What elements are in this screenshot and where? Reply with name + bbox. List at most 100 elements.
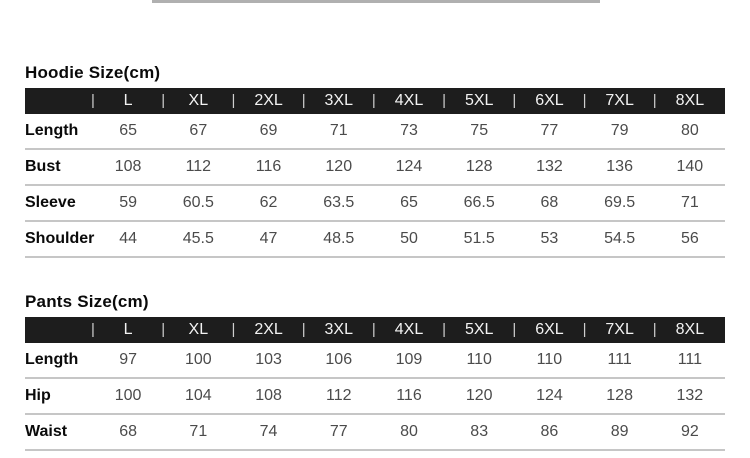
value-cell: 124 <box>395 158 423 175</box>
column-separator: | <box>161 92 166 110</box>
column-separator: | <box>582 92 587 110</box>
size-label: 8XL <box>675 321 705 338</box>
size-label: 5XL <box>464 321 494 338</box>
value-cell: 63.5 <box>323 194 355 211</box>
value-cell: 62 <box>259 194 278 211</box>
value-cell: 109 <box>395 351 423 368</box>
value-cell: 83 <box>470 423 489 440</box>
column-separator: | <box>582 321 587 339</box>
row-label: Waist <box>25 423 68 440</box>
value-cell: 56 <box>680 230 699 247</box>
value-cell: 116 <box>396 387 422 404</box>
value-cell: 132 <box>536 158 563 175</box>
size-header-cell: | 5XL <box>442 321 514 339</box>
size-chart-content: Hoodie Size(cm) | L | XL | 2XL | 3XL | 4XL | 5XL | 6X… <box>25 0 725 451</box>
top-divider <box>152 0 600 3</box>
value-cell: 77 <box>329 423 348 440</box>
value-cell: 69 <box>259 122 278 139</box>
table-row: Shoulder 44 45.5 47 48.5 50 51.5 53 54.5 56 <box>25 222 725 258</box>
size-header-cell: | 8XL <box>652 92 725 110</box>
value-cell: 67 <box>189 122 208 139</box>
table-row: Waist 68 71 74 77 80 83 86 89 92 <box>25 415 725 451</box>
hoodie-size-table: Hoodie Size(cm) | L | XL | 2XL | 3XL | 4XL | 5XL | 6X… <box>25 62 725 258</box>
table-row: Bust 108 112 116 120 124 128 132 136 140 <box>25 150 725 186</box>
hoodie-table-title: Hoodie Size(cm) <box>25 63 161 82</box>
value-cell: 65 <box>400 194 418 211</box>
value-cell: 111 <box>607 351 632 368</box>
size-label: 2XL <box>254 92 283 109</box>
value-cell: 68 <box>119 423 137 440</box>
value-cell: 59 <box>119 194 137 211</box>
size-label: XL <box>188 321 209 338</box>
size-header-cell: | 4XL <box>372 92 444 110</box>
value-cell: 47 <box>259 230 278 247</box>
column-separator: | <box>91 92 95 110</box>
value-cell: 54.5 <box>604 230 636 247</box>
size-header-row: | L | XL | 2XL | 3XL | 4XL | 5XL | 6XL | 7XL | 8XL <box>25 317 725 343</box>
value-cell: 100 <box>184 351 212 368</box>
value-cell: 53 <box>540 230 559 247</box>
value-cell: 140 <box>676 158 704 175</box>
size-label: 6XL <box>535 92 564 109</box>
value-cell: 79 <box>610 122 629 139</box>
value-cell: 68 <box>540 194 559 211</box>
pants-table-title: Pants Size(cm) <box>25 292 149 311</box>
column-separator: | <box>301 321 306 339</box>
size-header-cell: | 6XL <box>512 321 584 339</box>
size-header-cell: | L <box>91 321 163 339</box>
size-label: 4XL <box>394 92 424 109</box>
column-separator: | <box>512 92 517 110</box>
row-label: Hip <box>25 387 51 404</box>
value-cell: 120 <box>465 387 493 404</box>
column-separator: | <box>442 321 447 339</box>
size-label: 7XL <box>605 92 634 109</box>
size-header-cell: | L <box>91 92 163 110</box>
value-cell: 92 <box>680 423 699 440</box>
value-cell: 103 <box>255 351 282 368</box>
size-label: 8XL <box>675 92 705 109</box>
value-cell: 124 <box>536 387 563 404</box>
value-cell: 104 <box>184 387 212 404</box>
value-cell: 80 <box>400 423 418 440</box>
size-header-cell: | 7XL <box>582 92 655 110</box>
row-label: Length <box>25 351 79 368</box>
column-separator: | <box>301 92 306 110</box>
value-cell: 74 <box>259 423 278 440</box>
value-cell: 136 <box>606 158 633 175</box>
value-cell: 111 <box>677 351 703 368</box>
column-separator: | <box>231 92 236 110</box>
value-cell: 110 <box>466 351 492 368</box>
size-label: XL <box>188 92 209 109</box>
value-cell: 110 <box>536 351 563 368</box>
size-header-row: | L | XL | 2XL | 3XL | 4XL | 5XL | 6XL | 7XL | 8XL <box>25 88 725 114</box>
size-header-cell: | 7XL <box>582 321 655 339</box>
size-header-cell: | 6XL <box>512 92 584 110</box>
value-cell: 132 <box>676 387 704 404</box>
size-header-cell: | 5XL <box>442 92 514 110</box>
value-cell: 116 <box>255 158 282 175</box>
pants-size-table: Pants Size(cm) | L | XL | 2XL | 3XL | 4XL | 5XL | 6XL… <box>25 291 725 451</box>
value-cell: 108 <box>255 387 282 404</box>
column-separator: | <box>652 321 657 339</box>
value-cell: 120 <box>325 158 353 175</box>
size-label: L <box>123 321 133 338</box>
value-cell: 69.5 <box>604 194 636 211</box>
column-separator: | <box>371 321 376 339</box>
size-label: 4XL <box>394 321 424 338</box>
column-separator: | <box>231 321 236 339</box>
value-cell: 71 <box>680 194 699 211</box>
table-row: Length 65 67 69 71 73 75 77 79 80 <box>25 114 725 150</box>
size-label: 3XL <box>324 92 353 109</box>
size-header-cell: | XL <box>161 321 233 339</box>
size-label: 5XL <box>464 92 494 109</box>
value-cell: 71 <box>329 122 348 139</box>
size-label: 6XL <box>535 321 564 338</box>
size-header-cell: | 4XL <box>371 321 444 339</box>
column-separator: | <box>652 92 657 110</box>
column-separator: | <box>442 92 447 110</box>
size-header-cell: | 2XL <box>231 92 303 110</box>
value-cell: 112 <box>326 387 352 404</box>
value-cell: 77 <box>540 122 559 139</box>
size-header-cell: | 3XL <box>301 321 374 339</box>
value-cell: 106 <box>325 351 353 368</box>
